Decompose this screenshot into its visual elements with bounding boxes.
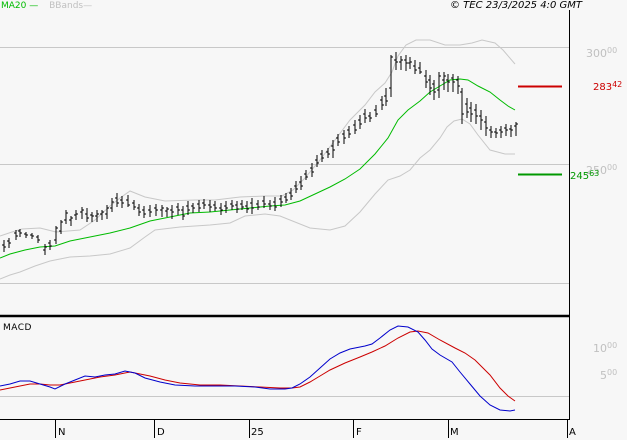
copyright-text: © TEC 23/3/2025 4:0 GMT (450, 0, 582, 11)
macd-tick-10: 1000 (593, 341, 618, 355)
x-axis-ticks (55, 420, 568, 438)
price-tick-300: 30000 (586, 46, 618, 60)
support-label: 24563 (570, 169, 600, 182)
x-label-dec: D (157, 427, 165, 438)
macd-line (0, 325, 516, 412)
resistance-label: 28342 (593, 80, 623, 93)
chart-legend: MA20 — BBands— (1, 1, 92, 11)
bband-upper (0, 39, 516, 237)
macd-tick-5: 500 (600, 368, 618, 382)
x-label-2025: 25 (251, 427, 264, 438)
ma20-line (0, 78, 516, 259)
legend-bbands: BBands— (49, 1, 93, 11)
ohlc-bars (2, 52, 518, 255)
bband-lower (0, 118, 515, 280)
x-label-nov: N (58, 427, 66, 438)
price-tick-250: 25000 (586, 163, 618, 177)
legend-ma20: MA20 — (1, 1, 39, 11)
x-label-mar: M (450, 427, 459, 438)
x-label-apr: A (569, 427, 576, 438)
macd-title: MACD (3, 323, 32, 333)
x-label-feb: F (356, 427, 362, 438)
macd-signal-line (0, 330, 516, 402)
